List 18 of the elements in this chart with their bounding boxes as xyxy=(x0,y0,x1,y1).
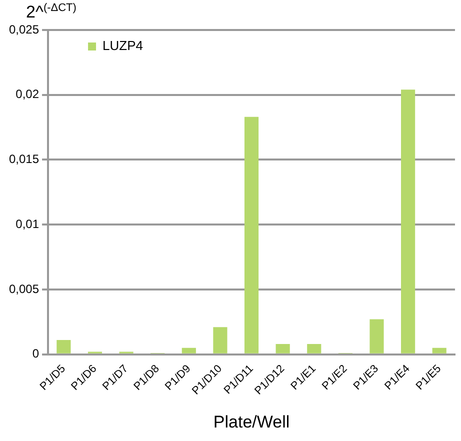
y-tick-label: 0,015 xyxy=(9,152,40,166)
y-tick-label: 0,02 xyxy=(16,87,40,102)
bar xyxy=(244,116,259,354)
bar xyxy=(401,90,416,354)
y-tick-label: 0,005 xyxy=(9,282,40,296)
bar xyxy=(213,327,228,354)
x-axis-title: Plate/Well xyxy=(213,412,290,432)
bar xyxy=(370,319,384,354)
bar xyxy=(432,348,446,354)
bar xyxy=(182,348,196,354)
bar xyxy=(307,344,322,354)
y-tick-label: 0 xyxy=(32,346,40,361)
y-axis-title: 2^$^{(-ΔCT)}$ xyxy=(26,2,76,23)
legend-label: LUZP4 xyxy=(102,38,143,54)
bar xyxy=(56,340,71,354)
bar xyxy=(276,344,290,354)
y-tick-label: 0,01 xyxy=(16,216,40,231)
y-tick-label: 0,025 xyxy=(9,22,40,36)
